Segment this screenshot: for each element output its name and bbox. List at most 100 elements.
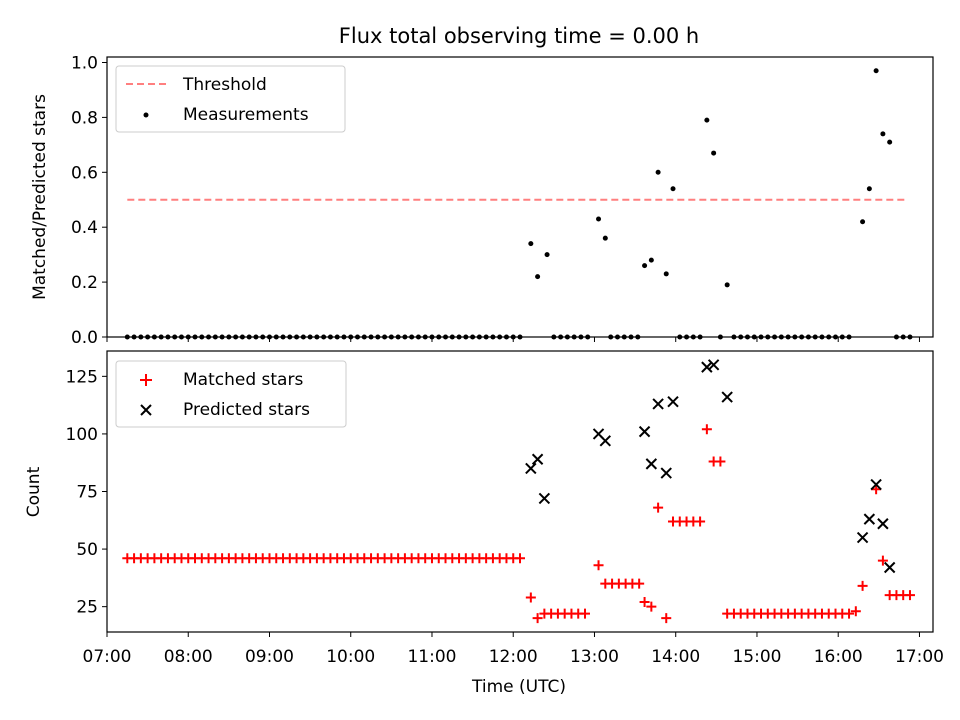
measurement-point xyxy=(866,186,872,192)
matched-star-point xyxy=(593,560,604,571)
matched-star-point xyxy=(877,555,888,566)
bottom-x-axis: 07:00 08:00 09:00 10:00 11:00 12:00 13:00 14:00… xyxy=(83,632,944,667)
predicted-star-point xyxy=(638,425,651,438)
top-plot-marks xyxy=(124,68,913,340)
top-y-tick-label: 0.0 xyxy=(71,328,98,348)
x-axis-label: Time (UTC) xyxy=(471,677,566,697)
measurement-point xyxy=(528,241,534,247)
predicted-star-point xyxy=(660,467,672,479)
measurement-point xyxy=(535,274,541,280)
top-y-tick-label: 1.0 xyxy=(71,53,98,73)
bottom-y-tick-label: 25 xyxy=(76,598,98,618)
matched-star-point xyxy=(634,578,645,589)
top-y-tick-label: 0.2 xyxy=(71,273,98,293)
measurement-point xyxy=(724,282,730,288)
measurement-point xyxy=(887,139,893,145)
predicted-star-point xyxy=(863,513,876,525)
legend-threshold-label: Threshold xyxy=(182,75,267,95)
measurement-point xyxy=(860,219,866,225)
measurement-point xyxy=(670,186,676,192)
measurement-point xyxy=(596,216,602,222)
matched-star-point xyxy=(525,592,536,603)
bottom-panel: 25 50 75 100 125 07:00 08:00 09:00 10:00 11:00 12… xyxy=(24,350,944,697)
matched-star-point xyxy=(850,606,861,617)
x-tick-label: 14:00 xyxy=(651,647,700,667)
bottom-y-tick-label: 50 xyxy=(76,540,98,560)
bottom-legend: Matched stars Predicted stars xyxy=(115,360,347,428)
bottom-y-axis: 25 50 75 100 125 xyxy=(66,367,107,618)
predicted-star-point xyxy=(701,361,713,373)
matched-star-point xyxy=(844,608,855,619)
bottom-y-tick-label: 100 xyxy=(66,425,98,445)
legend-predicted-label: Predicted stars xyxy=(183,400,310,420)
bottom-y-tick-label: 75 xyxy=(76,483,98,503)
predicted-star-point xyxy=(721,391,733,403)
matched-star-point xyxy=(646,601,657,612)
predicted-star-point xyxy=(599,435,612,447)
measurement-point xyxy=(648,257,654,263)
matched-star-point xyxy=(639,597,650,608)
measurement-point xyxy=(873,68,879,74)
predicted-star-point xyxy=(525,462,537,475)
x-tick-label: 10:00 xyxy=(326,647,375,667)
measurement-point xyxy=(663,271,669,277)
predicted-star-point xyxy=(883,561,896,574)
top-legend: Threshold Measurements xyxy=(115,65,346,133)
x-tick-label: 09:00 xyxy=(245,647,294,667)
measurement-point xyxy=(544,252,550,258)
predicted-star-point xyxy=(645,458,658,470)
figure-title: Flux total observing time = 0.00 h xyxy=(339,24,699,48)
measurement-point xyxy=(655,169,661,175)
matched-star-point xyxy=(579,608,590,619)
matched-star-point xyxy=(653,502,664,513)
legend-measurements-swatch xyxy=(143,112,149,118)
x-tick-label: 13:00 xyxy=(570,647,619,667)
predicted-star-point xyxy=(877,518,889,530)
legend-matched-label: Matched stars xyxy=(183,370,303,390)
x-tick-label: 11:00 xyxy=(407,647,456,667)
legend-predicted-swatch xyxy=(140,404,152,416)
top-y-axis: 0.0 0.2 0.4 0.6 0.8 1.0 xyxy=(71,53,107,348)
matched-star-point xyxy=(715,456,726,467)
measurement-point xyxy=(602,235,608,241)
matched-star-point xyxy=(661,613,672,624)
x-tick-label: 17:00 xyxy=(895,647,944,667)
top-y-tick-label: 0.4 xyxy=(71,218,98,238)
matched-star-point xyxy=(904,590,915,601)
predicted-star-point xyxy=(652,398,664,410)
legend-measurements-label: Measurements xyxy=(183,105,309,125)
measurement-point xyxy=(880,131,886,137)
predicted-star-point xyxy=(707,359,720,371)
bottom-y-axis-label: Count xyxy=(24,466,44,517)
x-tick-label: 15:00 xyxy=(732,647,781,667)
top-axes-frame xyxy=(106,56,934,338)
top-y-tick-label: 0.8 xyxy=(71,108,98,128)
matched-star-point xyxy=(695,516,706,527)
legend-matched-swatch xyxy=(140,374,152,386)
top-x-ticks xyxy=(106,337,920,342)
bottom-legend-box xyxy=(115,360,347,428)
x-tick-label: 16:00 xyxy=(814,647,863,667)
matched-star-point xyxy=(515,553,525,564)
bottom-plot-marks xyxy=(122,359,915,624)
x-tick-label: 08:00 xyxy=(164,647,213,667)
measurement-point xyxy=(704,117,710,123)
predicted-star-point xyxy=(856,531,869,544)
matched-star-point xyxy=(532,613,543,624)
measurement-point xyxy=(642,263,648,269)
matched-star-point xyxy=(701,424,712,435)
matched-star-point xyxy=(857,580,868,591)
top-y-axis-label: Matched/Predicted stars xyxy=(30,94,50,300)
measurement-point xyxy=(711,150,717,156)
predicted-star-point xyxy=(667,395,679,408)
top-y-tick-label: 0.6 xyxy=(71,163,98,183)
predicted-star-point xyxy=(531,453,544,465)
x-tick-label: 07:00 xyxy=(83,647,132,667)
predicted-star-point xyxy=(538,492,551,505)
x-tick-label: 12:00 xyxy=(489,647,538,667)
predicted-star-point xyxy=(870,478,882,491)
bottom-y-tick-label: 125 xyxy=(66,367,98,387)
top-panel: 0.0 0.2 0.4 0.6 0.8 1.0 Matched/Predicted sta… xyxy=(30,53,934,348)
top-legend-box xyxy=(115,65,346,133)
